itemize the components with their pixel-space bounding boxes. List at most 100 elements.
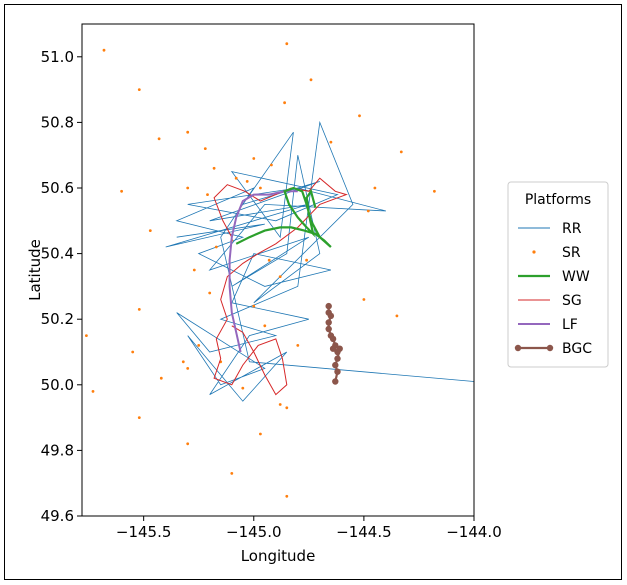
- series-sg: [213, 177, 348, 396]
- legend-entry-ww: WW: [518, 269, 590, 285]
- data-point-sr-33: [252, 304, 256, 308]
- legend: Platforms RR SR WW SG LF BGC: [507, 181, 609, 368]
- data-point-bgc-11: [334, 355, 341, 362]
- legend-entry-sg: SG: [518, 293, 582, 309]
- data-point-bgc-10: [336, 345, 343, 352]
- data-point-sr-17: [309, 78, 313, 82]
- y-tick-label: 49.8: [41, 441, 74, 459]
- data-point-sr-44: [241, 386, 245, 390]
- data-point-sr-23: [433, 189, 436, 193]
- data-point-sr-26: [267, 258, 271, 262]
- data-point-sr-41: [285, 406, 289, 410]
- data-point-sr-27: [278, 275, 282, 278]
- data-point-sr-49: [197, 344, 201, 347]
- y-tick-label: 50.0: [41, 376, 74, 394]
- plot-content: [85, 42, 474, 498]
- data-point-sr-22: [366, 209, 370, 213]
- data-point-sr-18: [329, 140, 333, 144]
- legend-label: SR: [562, 245, 581, 261]
- data-point-sr-16: [285, 42, 289, 46]
- data-point-sr-36: [85, 334, 88, 337]
- legend-label: SG: [562, 293, 582, 309]
- data-point-bgc-6: [329, 335, 337, 343]
- legend-entry-bgc: BGC: [514, 341, 592, 357]
- x-tick-label: −144.0: [446, 523, 502, 541]
- data-point-sr-52: [296, 344, 300, 347]
- y-tick-label: 49.6: [41, 507, 74, 525]
- data-point-sr-35: [131, 350, 135, 354]
- data-point-sr-2: [186, 130, 190, 134]
- data-point-sr-48: [159, 376, 163, 380]
- y-axis: 49.6 49.8 50.0 50.2 50.4 50.6 50.8 51.0: [41, 48, 82, 525]
- data-point-sr-14: [259, 186, 262, 190]
- data-point-sr-47: [285, 494, 289, 498]
- data-point-sr-0: [102, 48, 106, 52]
- data-point-sr-31: [192, 268, 196, 272]
- series-line-lf: [228, 190, 298, 353]
- legend-entry-lf: LF: [518, 317, 578, 333]
- data-point-sr-8: [212, 166, 216, 170]
- series-sr: [85, 42, 436, 498]
- data-point-sr-46: [186, 442, 190, 446]
- series-line-ww: [235, 186, 332, 248]
- legend-label: WW: [562, 269, 590, 285]
- series-bgc: [325, 302, 343, 385]
- y-tick-label: 50.2: [41, 310, 74, 328]
- data-point-sr-5: [120, 189, 123, 193]
- legend-entry-rr: RR: [518, 221, 582, 237]
- data-point-sr-45: [230, 472, 234, 475]
- data-point-bgc-2: [327, 312, 335, 320]
- data-point-sr-42: [278, 403, 282, 406]
- data-point-sr-34: [137, 308, 141, 311]
- data-point-bgc-12: [332, 361, 339, 369]
- data-point-bgc-3: [325, 319, 332, 326]
- data-point-sr-51: [263, 324, 267, 328]
- data-point-sr-38: [137, 416, 141, 419]
- data-point-sr-37: [91, 390, 95, 393]
- data-point-sr-21: [373, 186, 377, 190]
- legend-marker: [532, 250, 536, 254]
- legend-label: RR: [562, 221, 582, 237]
- data-point-bgc-13: [334, 368, 341, 375]
- plot-area: [81, 23, 475, 517]
- data-point-sr-43: [259, 432, 262, 436]
- data-point-sr-32: [208, 291, 212, 295]
- series-lf: [228, 190, 298, 353]
- data-point-sr-10: [234, 176, 238, 180]
- y-tick-label: 51.0: [41, 48, 74, 66]
- data-point-sr-39: [186, 367, 190, 370]
- data-point-sr-6: [148, 229, 152, 233]
- legend-title: Platforms: [525, 192, 591, 208]
- x-tick-label: −145.5: [116, 523, 172, 541]
- data-point-sr-28: [305, 258, 308, 262]
- x-tick-label: −145.0: [226, 523, 282, 541]
- data-point-sr-9: [186, 186, 190, 190]
- data-point-sr-19: [358, 114, 361, 118]
- data-point-sr-7: [203, 147, 207, 151]
- data-point-sr-30: [395, 314, 399, 318]
- legend-label: LF: [562, 317, 578, 333]
- data-point-bgc-4: [325, 325, 332, 333]
- legend-marker: [514, 344, 522, 352]
- data-point-sr-11: [252, 157, 256, 160]
- y-tick-label: 50.4: [41, 245, 74, 263]
- data-point-sr-12: [270, 163, 273, 167]
- legend-marker: [546, 344, 554, 352]
- data-point-sr-4: [206, 193, 209, 197]
- legend-entry-sr: SR: [532, 245, 581, 261]
- data-point-sr-29: [362, 298, 366, 301]
- data-point-bgc-0: [325, 302, 332, 310]
- y-tick-label: 50.6: [41, 179, 74, 197]
- x-axis: −145.5 −145.0 −144.5 −144.0: [116, 516, 502, 541]
- data-point-sr-13: [245, 180, 249, 183]
- data-point-sr-20: [399, 150, 403, 154]
- data-point-sr-24: [214, 245, 218, 249]
- data-point-bgc-8: [329, 345, 337, 352]
- data-point-sr-50: [181, 360, 185, 364]
- y-axis-label: Latitude: [26, 239, 44, 301]
- data-point-bgc-14: [332, 378, 339, 385]
- series-rr: [165, 120, 474, 402]
- series-line-sg: [213, 177, 348, 396]
- x-tick-label: −144.5: [336, 523, 392, 541]
